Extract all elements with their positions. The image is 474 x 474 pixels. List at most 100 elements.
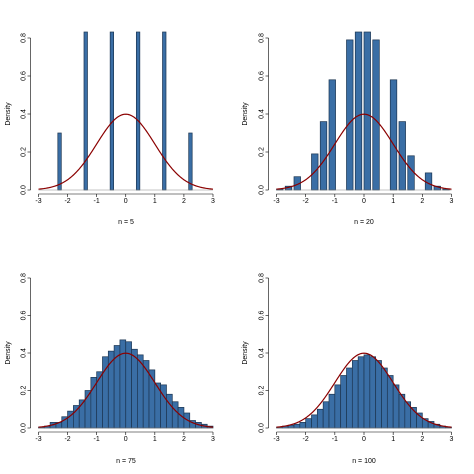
histogram-bar bbox=[109, 31, 115, 191]
x-tick-label: -3 bbox=[273, 198, 279, 205]
y-tick-label: 0.4 bbox=[258, 109, 265, 119]
x-tick-label: 3 bbox=[211, 198, 215, 205]
y-tick-label: 0.0 bbox=[258, 423, 265, 433]
normal-density-curve bbox=[276, 113, 452, 190]
x-tick-label: -2 bbox=[64, 198, 70, 205]
x-tick-label: 3 bbox=[450, 198, 454, 205]
y-tick-label: 0.2 bbox=[20, 386, 27, 396]
histogram-bar bbox=[57, 132, 62, 191]
x-tick-label: 1 bbox=[153, 198, 157, 205]
x-tick-label: 0 bbox=[124, 198, 128, 205]
histogram-bar bbox=[328, 393, 336, 429]
x-tick-label: 1 bbox=[391, 436, 395, 443]
y-tick-label: 0.4 bbox=[20, 109, 27, 119]
histogram-bar bbox=[83, 31, 88, 191]
y-axis-label: Density bbox=[5, 102, 12, 126]
x-axis-label: n = 5 bbox=[118, 219, 134, 226]
histogram-bar bbox=[369, 356, 377, 429]
histogram-bar bbox=[188, 132, 193, 191]
x-axis-label: n = 100 bbox=[352, 458, 376, 465]
x-tick-label: 3 bbox=[211, 436, 215, 443]
histogram-bar bbox=[160, 384, 167, 429]
histogram-bar bbox=[162, 31, 167, 191]
histogram-bar bbox=[142, 360, 150, 429]
histogram-bar bbox=[135, 31, 141, 191]
histogram-bar bbox=[351, 360, 359, 429]
y-axis-label: Density bbox=[242, 341, 249, 365]
x-tick-label: 2 bbox=[182, 436, 186, 443]
y-tick-label: 0.4 bbox=[20, 348, 27, 358]
y-tick-label: 0.8 bbox=[258, 33, 265, 43]
y-tick-label: 0.8 bbox=[258, 273, 265, 283]
x-tick-label: -3 bbox=[273, 436, 279, 443]
histogram-bar bbox=[171, 401, 179, 429]
x-tick-label: -2 bbox=[64, 436, 70, 443]
x-tick-label: -2 bbox=[303, 198, 309, 205]
x-tick-label: 3 bbox=[450, 436, 454, 443]
histogram-bar bbox=[293, 423, 301, 429]
histogram-bar bbox=[137, 354, 144, 429]
histogram-bar bbox=[375, 360, 382, 429]
y-tick-label: 0.6 bbox=[258, 71, 265, 81]
chart-panel-3: -3 -2 -1 0 1 2 3 0.0 0.2 0.4 0.6 0.8 n = 75 Density bbox=[5, 273, 215, 465]
histogram-bar bbox=[354, 31, 363, 191]
y-tick-label: 0.6 bbox=[258, 311, 265, 321]
x-tick-label: 0 bbox=[124, 436, 128, 443]
x-tick-label: 2 bbox=[420, 436, 424, 443]
x-tick-label: -3 bbox=[35, 198, 41, 205]
y-tick-label: 0.8 bbox=[20, 33, 27, 43]
y-tick-label: 0.8 bbox=[20, 273, 27, 283]
histogram-bar bbox=[357, 356, 365, 429]
x-tick-label: -1 bbox=[94, 436, 100, 443]
histogram-bar bbox=[166, 393, 173, 429]
histogram-bar bbox=[424, 172, 433, 191]
x-tick-label: 0 bbox=[362, 436, 366, 443]
histogram-bar bbox=[381, 367, 388, 429]
x-tick-label: -1 bbox=[94, 198, 100, 205]
histogram-bar bbox=[363, 31, 371, 191]
normal-density-curve bbox=[276, 352, 452, 428]
chart-panel-4: -3 -2 -1 0 1 2 3 0.0 0.2 0.4 0.6 0.8 n = 100 Density bbox=[242, 273, 454, 465]
x-tick-label: -2 bbox=[303, 436, 309, 443]
y-axis-label: Density bbox=[5, 341, 12, 365]
y-tick-label: 0.6 bbox=[20, 311, 27, 321]
histogram-bar bbox=[311, 414, 318, 429]
histogram-bar bbox=[386, 375, 394, 429]
histogram-bar bbox=[346, 367, 353, 429]
y-tick-label: 0.4 bbox=[258, 348, 265, 358]
x-tick-label: -1 bbox=[332, 436, 338, 443]
x-axis-label: n = 20 bbox=[354, 219, 374, 226]
y-tick-label: 0.0 bbox=[20, 185, 27, 195]
histogram-bar bbox=[319, 121, 328, 191]
histogram-bar bbox=[407, 155, 415, 191]
y-tick-label: 0.2 bbox=[258, 147, 265, 157]
chart-panel-1: -3 -2 -1 0 1 2 3 0.0 0.2 0.4 0.6 0.8 n = 5 Density bbox=[5, 31, 215, 226]
x-tick-label: -3 bbox=[35, 436, 41, 443]
histogram-bar bbox=[322, 401, 330, 429]
x-tick-label: 2 bbox=[420, 198, 424, 205]
histogram-bar bbox=[340, 375, 347, 429]
histogram-bar bbox=[299, 422, 307, 429]
x-tick-label: 2 bbox=[182, 198, 186, 205]
histogram-bar bbox=[316, 408, 324, 429]
y-tick-label: 0.0 bbox=[20, 423, 27, 433]
y-axis-label: Density bbox=[242, 102, 249, 126]
histogram-bar bbox=[131, 348, 138, 429]
chart-panel-2: -3 -2 -1 0 1 2 3 0.0 0.2 0.4 0.6 0.8 n = 20 Density bbox=[242, 31, 454, 226]
histogram-bar bbox=[328, 79, 336, 191]
y-tick-label: 0.0 bbox=[258, 185, 265, 195]
y-tick-label: 0.2 bbox=[258, 386, 265, 396]
y-tick-label: 0.2 bbox=[20, 147, 27, 157]
x-tick-label: 1 bbox=[153, 436, 157, 443]
histogram-bar bbox=[305, 418, 312, 429]
histogram-bar bbox=[372, 39, 380, 191]
x-axis-label: n = 75 bbox=[116, 458, 136, 465]
x-tick-label: 1 bbox=[391, 198, 395, 205]
normal-density-curve bbox=[38, 352, 214, 428]
x-tick-label: -1 bbox=[332, 198, 338, 205]
x-tick-label: 0 bbox=[362, 198, 366, 205]
histogram-bar bbox=[346, 39, 354, 191]
histogram-bar bbox=[389, 79, 398, 191]
histogram-bar bbox=[363, 354, 371, 429]
